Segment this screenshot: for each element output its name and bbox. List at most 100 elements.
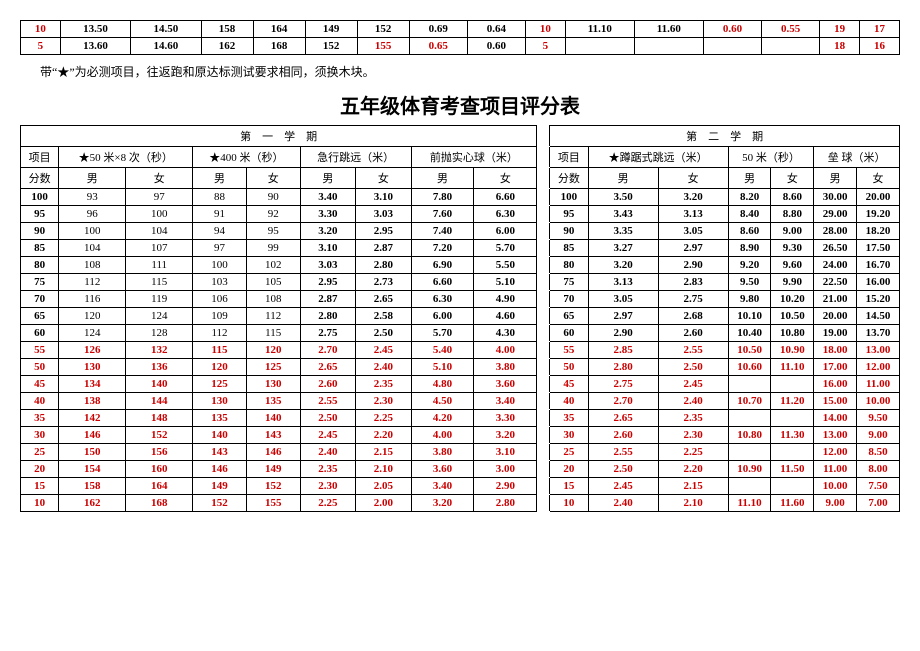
data-cell: 11.00	[814, 461, 857, 478]
spacer	[537, 376, 550, 393]
data-cell: 20	[550, 461, 588, 478]
data-cell: 28.00	[814, 223, 857, 240]
data-cell: 3.40	[411, 478, 474, 495]
data-cell: 35	[550, 410, 588, 427]
data-cell: 45	[21, 376, 59, 393]
data-cell: 2.87	[300, 291, 356, 308]
data-cell: 2.20	[658, 461, 728, 478]
data-cell: 30.00	[814, 189, 857, 206]
spacer	[537, 308, 550, 325]
data-cell: 40	[21, 393, 59, 410]
data-cell: 112	[193, 325, 247, 342]
data-cell: 20.00	[857, 189, 900, 206]
top-cell	[565, 38, 634, 55]
data-cell: 2.97	[588, 308, 658, 325]
data-cell: 100	[21, 189, 59, 206]
data-cell: 2.95	[300, 274, 356, 291]
data-cell: 2.60	[658, 325, 728, 342]
data-cell: 14.50	[857, 308, 900, 325]
data-cell: 2.65	[356, 291, 412, 308]
data-cell: 22.50	[814, 274, 857, 291]
data-cell: 24.00	[814, 257, 857, 274]
data-cell: 2.45	[588, 478, 658, 495]
data-cell: 7.40	[411, 223, 474, 240]
data-cell: 2.55	[588, 444, 658, 461]
sub-header: 男	[193, 168, 247, 189]
data-cell: 85	[550, 240, 588, 257]
data-cell: 97	[193, 240, 247, 257]
data-cell: 2.75	[658, 291, 728, 308]
data-cell: 142	[59, 410, 126, 427]
data-cell: 11.10	[728, 495, 771, 512]
data-cell: 10.50	[771, 308, 814, 325]
data-cell: 3.05	[588, 291, 658, 308]
spacer	[537, 325, 550, 342]
data-cell: 11.20	[771, 393, 814, 410]
data-cell: 3.20	[300, 223, 356, 240]
top-cell: 0.55	[762, 21, 820, 38]
data-cell: 3.43	[588, 206, 658, 223]
spacer	[537, 257, 550, 274]
top-cell: 11.60	[634, 21, 703, 38]
data-cell: 8.60	[771, 189, 814, 206]
sub-header: 男	[300, 168, 356, 189]
spacer	[537, 223, 550, 240]
top-cell: 19	[820, 21, 860, 38]
data-cell: 90	[550, 223, 588, 240]
data-cell	[771, 478, 814, 495]
data-cell: 6.30	[474, 206, 537, 223]
data-cell: 2.68	[658, 308, 728, 325]
data-cell: 128	[126, 325, 193, 342]
data-cell: 75	[550, 274, 588, 291]
data-cell: 130	[246, 376, 300, 393]
data-cell: 10.20	[771, 291, 814, 308]
spacer	[537, 147, 550, 168]
data-cell: 25	[21, 444, 59, 461]
data-cell: 152	[246, 478, 300, 495]
top-cell: 158	[201, 21, 253, 38]
top-cell: 149	[305, 21, 357, 38]
data-cell: 4.60	[474, 308, 537, 325]
data-cell: 3.40	[300, 189, 356, 206]
data-cell: 144	[126, 393, 193, 410]
data-cell: 4.00	[474, 342, 537, 359]
data-cell: 2.85	[588, 342, 658, 359]
data-cell: 2.30	[356, 393, 412, 410]
data-cell: 120	[246, 342, 300, 359]
data-cell: 2.80	[300, 308, 356, 325]
data-cell: 109	[193, 308, 247, 325]
data-cell: 115	[126, 274, 193, 291]
data-cell: 3.20	[588, 257, 658, 274]
data-cell: 5.10	[411, 359, 474, 376]
data-cell: 2.10	[658, 495, 728, 512]
data-cell: 60	[21, 325, 59, 342]
data-cell: 70	[550, 291, 588, 308]
data-cell: 2.30	[658, 427, 728, 444]
data-cell: 10.40	[728, 325, 771, 342]
data-cell: 107	[126, 240, 193, 257]
data-cell: 3.05	[658, 223, 728, 240]
top-cell: 155	[357, 38, 409, 55]
data-cell: 164	[126, 478, 193, 495]
data-cell: 2.05	[356, 478, 412, 495]
data-cell: 155	[246, 495, 300, 512]
data-cell: 2.58	[356, 308, 412, 325]
data-cell: 5.70	[474, 240, 537, 257]
data-cell: 15	[550, 478, 588, 495]
data-cell: 136	[126, 359, 193, 376]
data-cell: 3.50	[588, 189, 658, 206]
data-cell: 10.80	[728, 427, 771, 444]
data-cell: 3.10	[356, 189, 412, 206]
col-header: ★蹲踞式跳远（米）	[588, 147, 728, 168]
data-cell: 2.25	[658, 444, 728, 461]
data-cell: 3.30	[300, 206, 356, 223]
data-cell: 16.00	[857, 274, 900, 291]
note-text: 带“★”为必测项目，往返跑和原达标测试要求相同，须换木块。	[40, 63, 900, 80]
data-cell: 65	[21, 308, 59, 325]
data-cell: 19.00	[814, 325, 857, 342]
data-cell: 97	[126, 189, 193, 206]
data-cell: 12.00	[857, 359, 900, 376]
data-cell: 9.00	[857, 427, 900, 444]
data-cell: 106	[193, 291, 247, 308]
data-cell: 120	[59, 308, 126, 325]
